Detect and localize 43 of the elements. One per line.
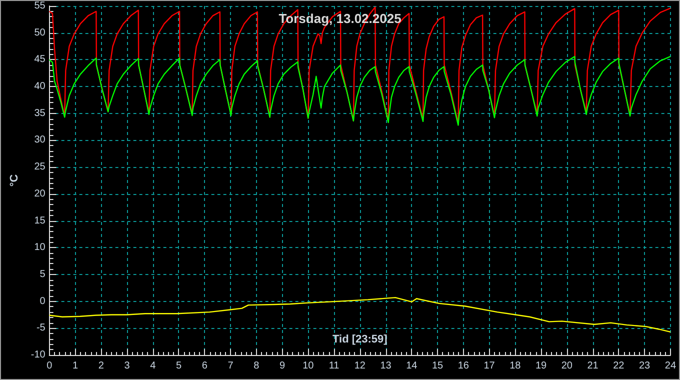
y-tick-label: 45 [34,54,46,66]
line-series [48,296,672,333]
x-tick-label: 5 [176,360,182,372]
x-tick-label: 13 [380,360,392,372]
y-tick-label: 55 [34,0,46,12]
y-axis-title: °C [8,174,20,187]
x-tick-label: 7 [228,360,234,372]
x-tick-label: 18 [510,360,522,372]
y-tick-label: 40 [34,81,46,92]
y-tick-label: 0 [40,296,46,307]
x-tick-label: 4 [150,360,156,372]
x-tick-label: 9 [279,360,286,372]
x-tick-label: 11 [328,360,340,372]
x-tick-label: 20 [561,360,573,372]
x-tick-label: 21 [587,360,599,372]
x-tick-label: 17 [484,360,496,372]
x-tick-label: 12 [354,360,366,372]
x-tick-label: 15 [432,360,444,372]
x-tick-label: 24 [664,360,676,372]
x-tick-label: 8 [254,360,260,372]
x-tick-label: 23 [638,360,651,372]
y-tick-label: 20 [34,188,46,200]
line-series [48,56,672,126]
x-axis-title: Tid [23:59] [332,334,388,346]
x-tick-label: 16 [458,360,470,372]
x-tick-label: 2 [98,360,104,372]
x-tick-label: 6 [202,360,208,372]
y-tick-label: 50 [34,27,46,38]
x-tick-label: 14 [406,360,418,372]
x-tick-label: 19 [535,360,548,372]
x-tick-label: 3 [124,360,130,372]
y-tick-label: 25 [34,162,46,173]
y-tick-label: 5 [40,268,46,280]
x-tick-label: 10 [302,360,314,372]
y-tick-label: 15 [34,215,46,226]
y-tick-label: -10 [30,350,46,360]
y-tick-label: -5 [36,322,46,334]
x-tick-label: 0 [46,360,53,372]
y-tick-label: 35 [34,108,46,119]
x-tick-label: 1 [72,360,78,372]
x-tick-label: 22 [613,360,625,372]
y-tick-label: 10 [34,242,46,254]
y-tick-label: 30 [34,134,46,146]
